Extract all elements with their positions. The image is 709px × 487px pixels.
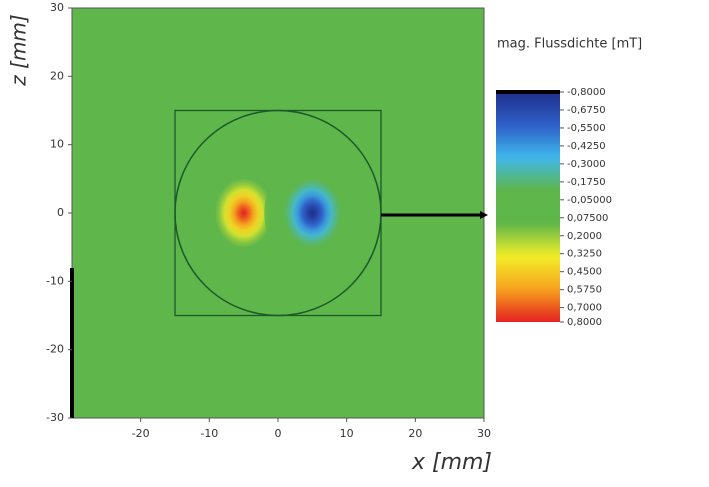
x-tick-label: 20 [408,427,422,440]
x-axis-label: x [mm] [411,450,492,475]
y-tick-label: 20 [50,69,64,82]
colorbar-tick-label: -0,5500 [567,123,606,134]
colorbar [496,92,560,322]
colorbar-tick-label: -0,05000 [567,195,612,206]
colorbar-title: mag. Flussdichte [mT] [497,37,642,52]
y-axis-label: z [mm] [7,14,31,86]
colorbar-tick-label: -0,3000 [567,159,606,170]
y-tick-label: 30 [50,1,64,14]
colorbar-tick-label: -0,6750 [567,105,606,116]
colorbar-tick-label: 0,8000 [567,317,602,328]
arrow-head [480,211,488,219]
colorbar-tick-label: -0,1750 [567,177,606,188]
y-tick-label: 0 [57,206,64,219]
colorbar-tick-label: 0,3250 [567,249,602,260]
outline-circle [174,109,382,317]
colorbar-tick-label: -0,8000 [567,87,606,98]
field-peak [264,154,361,272]
x-tick-label: -20 [132,427,150,440]
heatmap [72,8,484,418]
y-tick-label: 10 [50,138,64,151]
y-tick-label: -30 [46,411,64,424]
colorbar-tick-label: 0,7000 [567,303,602,314]
x-tick-label: 0 [275,427,282,440]
y-tick-label: -10 [46,274,64,287]
colorbar-tick-label: -0,4250 [567,141,606,152]
colorbar-tick-label: 0,4500 [567,267,602,278]
x-tick-label: -10 [200,427,218,440]
colorbar-tick-label: 0,5750 [567,285,602,296]
x-tick-label: 10 [340,427,354,440]
colorbar-tick-label: 0,07500 [567,213,608,224]
x-tick-label: 30 [477,427,491,440]
field-peak [195,154,292,272]
y-tick-label: -20 [46,343,64,356]
colorbar-tick-label: 0,2000 [567,231,602,242]
